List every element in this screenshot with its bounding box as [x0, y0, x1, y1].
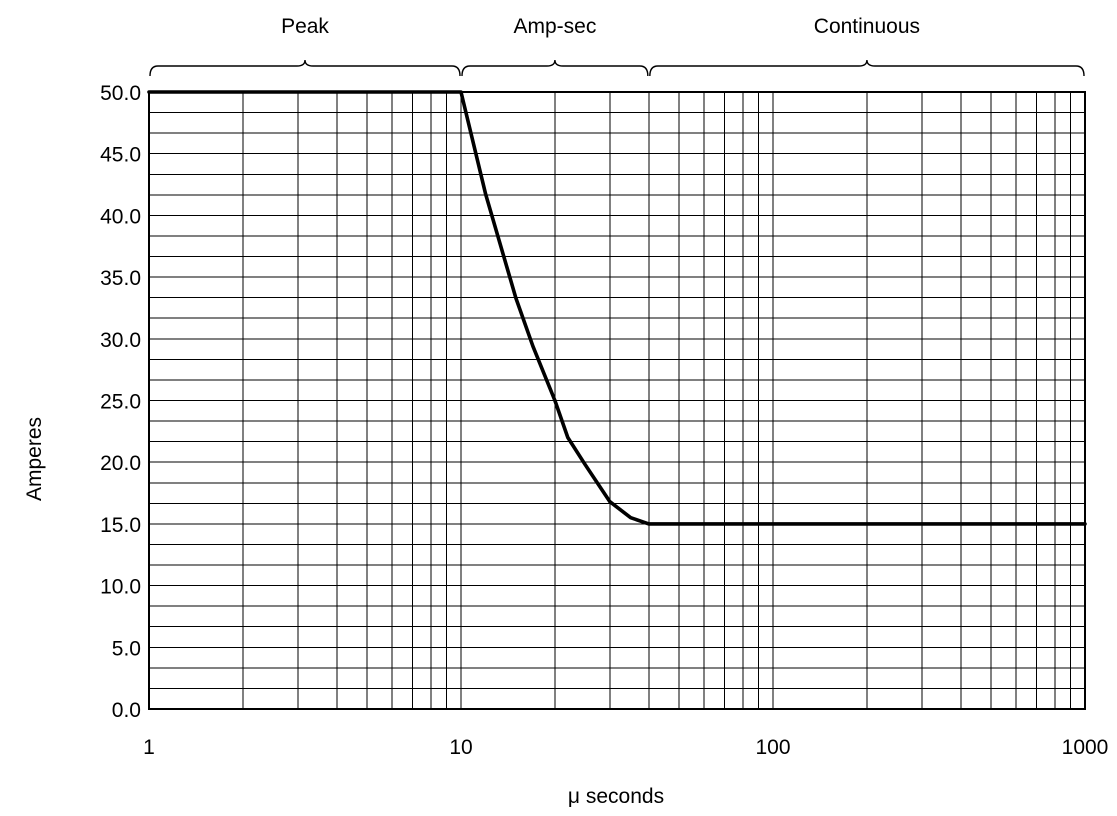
y-tick-label: 20.0 [100, 452, 141, 475]
x-tick-labels: 1 10 100 1000 [143, 736, 1108, 759]
y-tick-label: 35.0 [100, 267, 141, 290]
x-tick-label: 1 [143, 736, 155, 759]
y-tick-label: 0.0 [112, 699, 141, 722]
y-axis-label: Amperes [23, 417, 46, 501]
y-tick-label: 5.0 [112, 637, 141, 660]
y-tick-label: 25.0 [100, 391, 141, 414]
x-tick-label: 10 [449, 736, 472, 759]
y-tick-label: 30.0 [100, 329, 141, 352]
region-label: Continuous [814, 15, 920, 38]
x-axis-label: μ seconds [568, 785, 664, 808]
region-label: Amp-sec [513, 15, 596, 38]
grid [148, 91, 1086, 710]
y-tick-labels: 0.0 5.0 10.0 15.0 20.0 25.0 30.0 35.0 40.0 45.0 50… [100, 82, 141, 722]
y-tick-label: 10.0 [100, 576, 141, 599]
region-brace [649, 59, 1085, 77]
plot-frame [148, 91, 1086, 710]
x-tick-label: 1000 [1062, 736, 1109, 759]
y-tick-label: 45.0 [100, 144, 141, 167]
region-brace [149, 59, 461, 77]
y-tick-label: 15.0 [100, 514, 141, 537]
region-label: Peak [281, 15, 329, 38]
region-braces: Peak Amp-sec Continuous [149, 15, 1085, 77]
y-tick-label: 50.0 [100, 82, 141, 105]
series-line [147, 90, 1087, 526]
x-tick-label: 100 [755, 736, 790, 759]
region-brace [461, 59, 649, 77]
y-tick-label: 40.0 [100, 205, 141, 228]
